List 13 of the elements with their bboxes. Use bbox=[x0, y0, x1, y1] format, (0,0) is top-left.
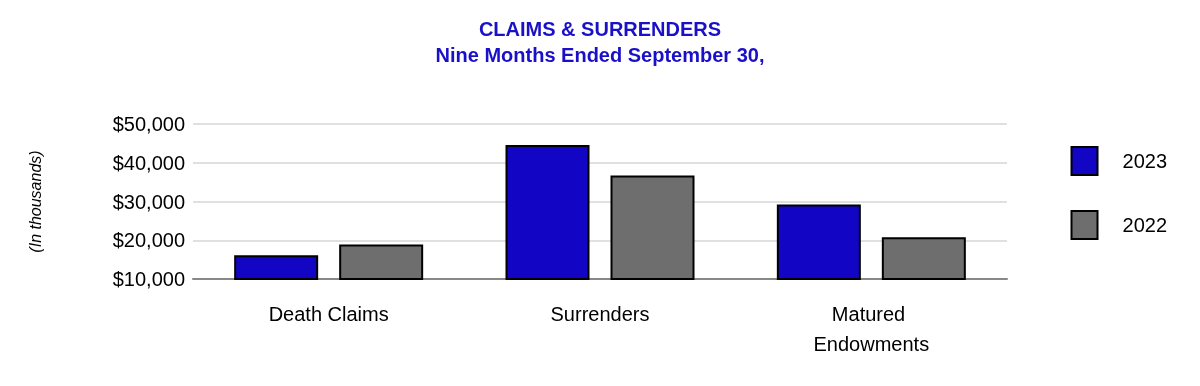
chart-subtitle: Nine Months Ended September 30, bbox=[435, 44, 765, 66]
x-tick-label: Surrenders bbox=[550, 303, 650, 325]
y-tick-label: $50,000 bbox=[112, 113, 185, 135]
legend-label: 2022 bbox=[1122, 214, 1168, 236]
y-tick-label: $10,000 bbox=[112, 268, 185, 290]
y-tick-label: $40,000 bbox=[112, 151, 185, 174]
y-tick-label: $20,000 bbox=[112, 229, 185, 252]
x-tick-label: Matured Endowments bbox=[813, 303, 930, 355]
y-tick-label: $30,000 bbox=[112, 190, 185, 213]
legend-label: 2023 bbox=[1122, 150, 1168, 172]
x-tick-label: Death Claims bbox=[268, 303, 389, 325]
chart-title: CLAIMS & SURRENDERS bbox=[478, 18, 722, 40]
y-axis-title: (In thousands) bbox=[26, 150, 44, 253]
